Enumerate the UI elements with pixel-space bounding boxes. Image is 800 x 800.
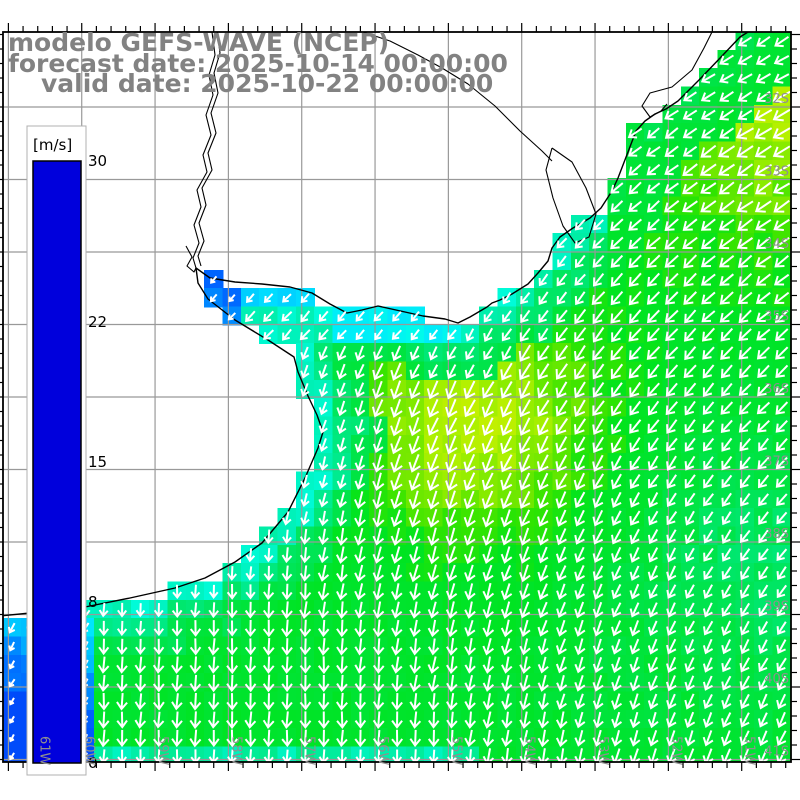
colorbar: [m/s] 30 22 15 8 0 [26, 125, 107, 776]
colorbar-tick-label: 15 [88, 453, 107, 471]
axis-labels-layer: 61W 60W 59W 58W 57W 56W 55W 54W 53W 52W 51W 32S 33S 3… [36, 92, 789, 766]
lon-label: 57W [302, 736, 317, 766]
lon-label: 54W [522, 736, 537, 766]
lat-label: 38S [764, 527, 789, 542]
lon-label: 53W [595, 736, 610, 766]
lon-label: 58W [228, 736, 243, 766]
lon-label: 52W [668, 736, 683, 766]
colorbar-unit-label: [m/s] [33, 136, 72, 154]
lon-label: 60W [82, 736, 97, 766]
lat-label: 41S [764, 745, 789, 760]
lon-label: 51W [742, 736, 757, 766]
lat-label: 37S [764, 455, 789, 470]
lat-label: 34S [764, 237, 789, 252]
lat-label: 32S [764, 92, 789, 107]
colorbar-tick-label: 0 [88, 754, 98, 772]
colorbar-tick-label: 30 [88, 152, 107, 170]
lat-label: 33S [764, 165, 789, 180]
wind-speed-cells-layer [3, 32, 791, 762]
valid-date: valid date: 2025-10-22 00:00:00 [41, 69, 494, 98]
lat-label: 35S [764, 310, 789, 325]
coastline-layer [3, 32, 749, 617]
lon-label: 56W [375, 736, 390, 766]
lon-label: 55W [448, 736, 463, 766]
map-frame-layer [0, 23, 800, 771]
colorbar-tick-label: 22 [88, 313, 107, 331]
colorbar-tick-label: 8 [88, 593, 98, 611]
colorbar-gradient [32, 160, 82, 764]
model-title: modelo GEFS-WAVE (NCEP) [8, 28, 390, 57]
lat-label: 39S [764, 600, 789, 615]
forecast-date: forecast date: 2025-10-14 00:00:00 [8, 48, 508, 78]
lon-label: 61W [36, 736, 51, 766]
map-titles: modelo GEFS-WAVE (NCEP) forecast date: 2… [8, 28, 508, 98]
lat-label: 40S [764, 672, 789, 687]
lon-label: 59W [155, 736, 170, 766]
lat-label: 36S [764, 382, 789, 397]
